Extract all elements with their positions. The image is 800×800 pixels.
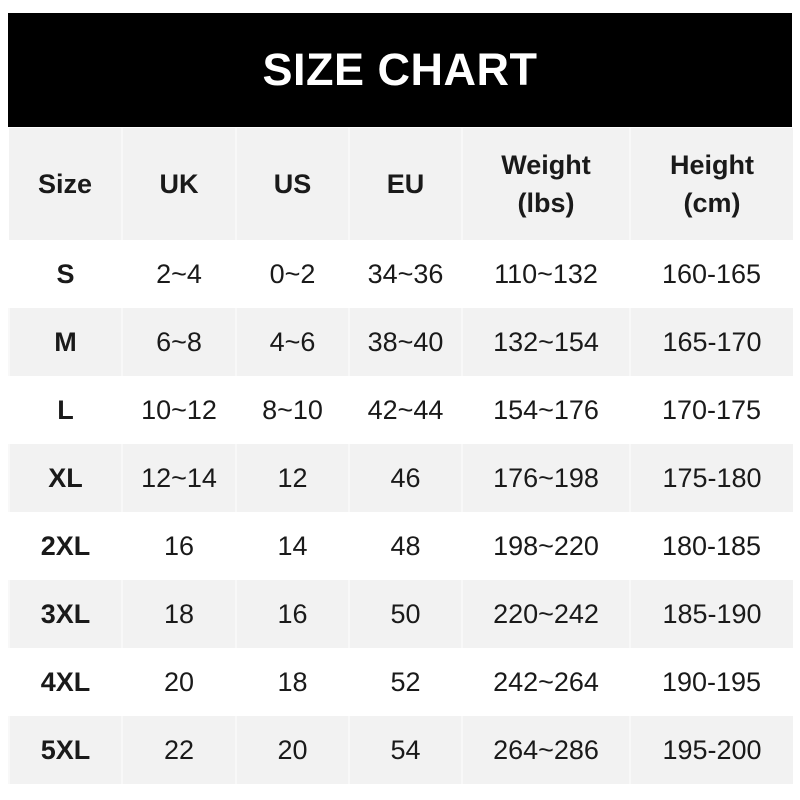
size-chart-table: Size UK US EU Weight (lbs) Height (cm) S 2~… <box>8 128 793 784</box>
header-height: Height (cm) <box>629 128 793 240</box>
cell-us: 16 <box>235 580 349 648</box>
header-us: US <box>235 128 349 240</box>
table-row: L 10~12 8~10 42~44 154~176 170-175 <box>9 376 793 444</box>
table-row: 3XL 18 16 50 220~242 185-190 <box>8 580 793 648</box>
cell-size: L <box>9 376 122 444</box>
cell-size: M <box>8 308 122 376</box>
cell-uk: 20 <box>122 648 236 716</box>
cell-eu: 38~40 <box>348 308 462 376</box>
cell-size: S <box>9 240 122 308</box>
cell-height: 165-170 <box>629 308 793 376</box>
header-height-label: Height <box>670 150 754 180</box>
header-eu: EU <box>348 128 462 240</box>
cell-uk: 6~8 <box>121 308 236 376</box>
cell-weight: 198~220 <box>462 512 630 580</box>
cell-height: 170-175 <box>630 376 793 444</box>
cell-us: 18 <box>236 648 349 716</box>
cell-size: 4XL <box>9 648 122 716</box>
header-height-unit: (cm) <box>683 188 741 218</box>
cell-height: 180-185 <box>630 512 793 580</box>
cell-uk: 12~14 <box>121 444 236 512</box>
cell-us: 20 <box>235 716 349 784</box>
cell-uk: 2~4 <box>122 240 236 308</box>
cell-uk: 10~12 <box>122 376 236 444</box>
cell-us: 8~10 <box>236 376 349 444</box>
cell-height: 185-190 <box>629 580 793 648</box>
cell-us: 12 <box>235 444 349 512</box>
cell-weight: 176~198 <box>461 444 630 512</box>
cell-height: 190-195 <box>630 648 793 716</box>
cell-us: 0~2 <box>236 240 349 308</box>
cell-height: 175-180 <box>629 444 793 512</box>
cell-size: 3XL <box>8 580 122 648</box>
cell-eu: 34~36 <box>349 240 462 308</box>
header-weight-label: Weight <box>501 150 591 180</box>
cell-size: 5XL <box>8 716 122 784</box>
cell-weight: 132~154 <box>461 308 630 376</box>
cell-uk: 16 <box>122 512 236 580</box>
cell-eu: 52 <box>349 648 462 716</box>
header-uk: UK <box>121 128 236 240</box>
cell-height: 160-165 <box>630 240 793 308</box>
cell-us: 14 <box>236 512 349 580</box>
table-row: 2XL 16 14 48 198~220 180-185 <box>9 512 793 580</box>
header-row: Size UK US EU Weight (lbs) Height (cm) <box>9 128 793 240</box>
header-weight: Weight (lbs) <box>461 128 630 240</box>
cell-size: 2XL <box>9 512 122 580</box>
cell-uk: 22 <box>121 716 236 784</box>
cell-weight: 264~286 <box>461 716 630 784</box>
table-row: 4XL 20 18 52 242~264 190-195 <box>9 648 793 716</box>
table-row: XL 12~14 12 46 176~198 175-180 <box>8 444 793 512</box>
cell-us: 4~6 <box>235 308 349 376</box>
table-row: M 6~8 4~6 38~40 132~154 165-170 <box>8 308 793 376</box>
cell-eu: 48 <box>349 512 462 580</box>
cell-uk: 18 <box>121 580 236 648</box>
header-size: Size <box>9 128 122 240</box>
cell-size: XL <box>8 444 122 512</box>
cell-eu: 54 <box>348 716 462 784</box>
cell-weight: 242~264 <box>462 648 630 716</box>
table-row: S 2~4 0~2 34~36 110~132 160-165 <box>9 240 793 308</box>
cell-weight: 220~242 <box>461 580 630 648</box>
cell-eu: 46 <box>348 444 462 512</box>
table-row: 5XL 22 20 54 264~286 195-200 <box>8 716 793 784</box>
header-weight-unit: (lbs) <box>517 188 575 218</box>
size-chart-title: SIZE CHART <box>8 13 792 127</box>
cell-eu: 50 <box>348 580 462 648</box>
cell-eu: 42~44 <box>349 376 462 444</box>
cell-height: 195-200 <box>629 716 793 784</box>
cell-weight: 154~176 <box>462 376 630 444</box>
cell-weight: 110~132 <box>462 240 630 308</box>
